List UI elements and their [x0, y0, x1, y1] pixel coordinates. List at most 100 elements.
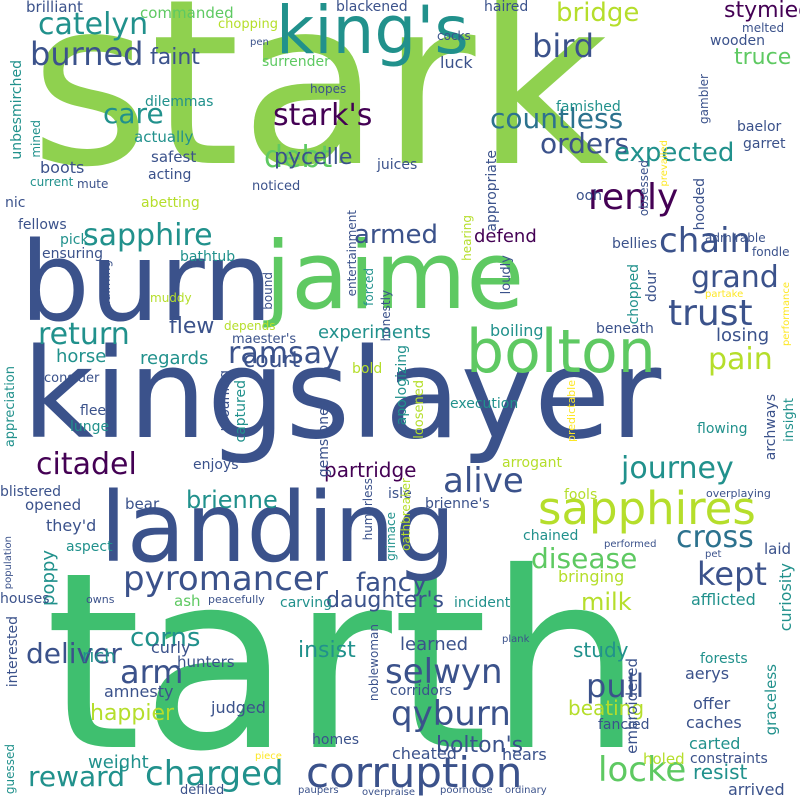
word-entertainment: entertainment: [345, 210, 359, 297]
word-surrender: surrender: [262, 54, 330, 70]
word-plank: plank: [502, 634, 530, 645]
word-garret: garret: [743, 136, 786, 152]
word-arm: arm: [120, 653, 184, 691]
word-captured: captured: [233, 380, 249, 443]
word-partridge: partridge: [324, 458, 417, 482]
word-appreciation: appreciation: [3, 366, 18, 448]
word-pyromancer: pyromancer: [123, 559, 328, 599]
word-hooded: hooded: [692, 178, 708, 231]
word-chain: chain: [659, 221, 752, 261]
word-amnesty: amnesty: [104, 682, 174, 701]
word-aspect: aspect: [66, 539, 113, 555]
word-grimace: grimace: [384, 512, 398, 561]
word-archways: archways: [763, 394, 779, 461]
word-admirable: admirable: [705, 231, 766, 245]
word-defend: defend: [474, 226, 537, 247]
word-owns: owns: [86, 593, 115, 606]
word-catelyn: catelyn: [38, 7, 149, 42]
word-losing: losing: [716, 325, 770, 346]
word-arrogant: arrogant: [502, 455, 562, 471]
word-beating: beating: [568, 696, 645, 720]
word-selwyn: selwyn: [385, 652, 503, 692]
word-stark: stark: [30, 0, 609, 218]
word-pick: pick: [60, 232, 89, 248]
word-humorless: humorless: [361, 478, 375, 541]
word-resist: resist: [693, 760, 748, 784]
word-bathtub: bathtub: [180, 249, 236, 265]
word-appropriate: appropriate: [484, 150, 500, 232]
word-blistered: blistered: [0, 484, 62, 500]
word-jaime: jaime: [265, 222, 525, 331]
word-fellows: fellows: [18, 217, 67, 233]
word-honestly: honestly: [379, 290, 393, 342]
word-pain: pain: [708, 342, 773, 377]
word-famished: famished: [556, 99, 621, 115]
word-charged: charged: [145, 754, 284, 794]
word-orders: orders: [540, 127, 630, 160]
word-noticed: noticed: [252, 179, 301, 194]
word-poorhouse: poorhouse: [440, 785, 493, 796]
word-current: current: [30, 175, 74, 189]
word-rich: rich: [82, 646, 116, 667]
word-bird: bird: [532, 27, 595, 65]
word-boots: boots: [40, 158, 85, 177]
word-muddy: muddy: [150, 291, 192, 305]
word-afflicted: afflicted: [691, 590, 756, 609]
word-commanded: commanded: [140, 4, 234, 22]
word-grand: grand: [691, 260, 779, 295]
word-tarth: tarth: [45, 520, 644, 800]
word-oathbreaker: oathbreaker: [399, 478, 413, 551]
word-gambler: gambler: [697, 74, 711, 124]
word-pycelle: pycelle: [274, 145, 353, 170]
word-embroidered: embroidered: [623, 658, 641, 754]
word-arrived: arrived: [728, 780, 785, 799]
word-apologizing: apologizing: [394, 345, 410, 426]
word-bridge: bridge: [556, 0, 640, 28]
word-loosened: loosened: [412, 380, 427, 439]
word-happier: happier: [90, 701, 175, 726]
word-overpraise: overpraise: [362, 787, 416, 798]
word-insist: insist: [298, 638, 356, 663]
word-consider: consider: [44, 371, 100, 386]
word-blackened: blackened: [336, 0, 408, 15]
word-curly: curly: [151, 638, 191, 657]
word-fancy: fancy: [356, 568, 428, 598]
word-ensuring: ensuring: [42, 246, 104, 262]
word-bear: bear: [125, 495, 160, 513]
word-guessed: guessed: [3, 744, 17, 795]
word-stymied: stymied: [724, 0, 800, 23]
word-horse: horse: [56, 346, 107, 367]
word-juices: juices: [377, 157, 418, 173]
word-fools: fools: [564, 487, 598, 503]
word-corridors: corridors: [390, 683, 452, 699]
word-lunge: lunge: [70, 419, 110, 435]
word-haired: haired: [484, 0, 529, 15]
word-holed: holed: [643, 750, 685, 768]
word-mute: mute: [77, 177, 109, 191]
word-moaning: moaning: [217, 370, 233, 432]
word-landing: landing: [100, 472, 456, 584]
word-maesters: maester's: [232, 332, 297, 347]
word-offer: offer: [693, 694, 731, 713]
word-countless: countless: [490, 102, 624, 135]
word-opened: opened: [25, 496, 82, 514]
word-carted: carted: [689, 734, 741, 753]
word-cross: cross: [676, 520, 754, 555]
word-prevailed: prevailed: [659, 140, 670, 187]
word-insight: insight: [782, 398, 797, 442]
word-cocks: cocks: [437, 29, 471, 43]
word-weight: weight: [88, 752, 149, 773]
word-expected: expected: [614, 138, 735, 168]
word-hears: hears: [502, 745, 547, 764]
word-kingslayer: kingslayer: [22, 323, 662, 467]
word-bold: bold: [352, 361, 383, 377]
word-piece: piece: [255, 751, 282, 762]
word-hearing: hearing: [460, 215, 474, 261]
word-bound: bound: [261, 272, 275, 310]
word-briennes: brienne's: [425, 496, 490, 512]
word-carving: carving: [280, 595, 332, 611]
word-beneath: beneath: [596, 321, 654, 337]
word-baelor: baelor: [737, 119, 782, 135]
word-faint: faint: [150, 45, 200, 70]
word-brienne: brienne: [186, 486, 278, 514]
